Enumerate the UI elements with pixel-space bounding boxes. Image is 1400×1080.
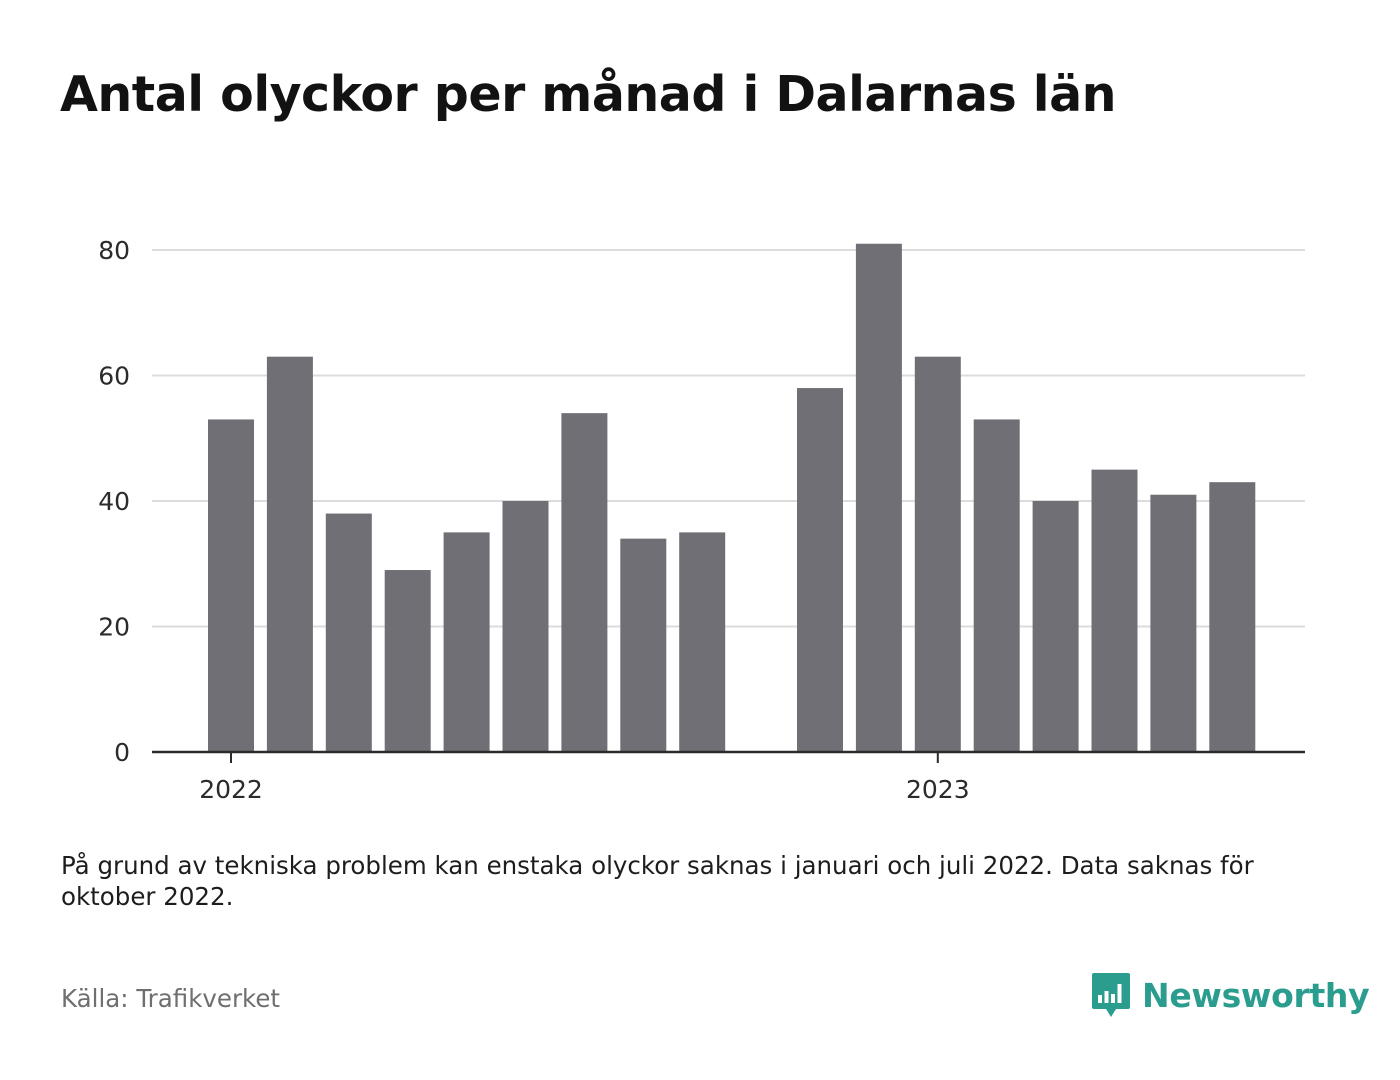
bar: [855, 243, 902, 752]
y-tick-label: 0: [114, 738, 130, 767]
bar: [266, 356, 313, 752]
bar-chart: 0 20 40 60 80 2022 2023: [98, 236, 1305, 804]
x-tick-label: 2022: [199, 775, 263, 804]
bar: [797, 388, 843, 752]
bar: [1209, 482, 1256, 752]
chart-title: Antal olyckor per månad i Dalarnas län: [60, 66, 1117, 123]
y-tick-label: 80: [98, 236, 130, 265]
y-tick-label: 20: [98, 613, 130, 642]
x-tick-label: 2023: [906, 775, 970, 804]
source-credit: Källa: Trafikverket: [61, 984, 281, 1013]
bar: [443, 532, 490, 752]
bar: [325, 513, 372, 752]
newsworthy-brand[interactable]: Newsworthy: [1090, 970, 1370, 1020]
bar: [620, 538, 667, 752]
brand-name: Newsworthy: [1142, 975, 1370, 1015]
bar: [1091, 469, 1138, 752]
bar: [208, 419, 254, 752]
bar: [1032, 501, 1079, 752]
bar: [679, 532, 726, 752]
bar: [502, 501, 549, 752]
chart-footnote: På grund av tekniska problem kan enstaka…: [61, 851, 1254, 911]
bar: [1150, 494, 1197, 752]
bar: [384, 570, 431, 752]
newsworthy-logo-icon: [1092, 973, 1130, 1017]
y-tick-label: 60: [98, 362, 130, 391]
bar: [561, 413, 608, 752]
bar: [973, 419, 1020, 752]
y-tick-label: 40: [98, 487, 130, 516]
bar: [914, 356, 961, 752]
